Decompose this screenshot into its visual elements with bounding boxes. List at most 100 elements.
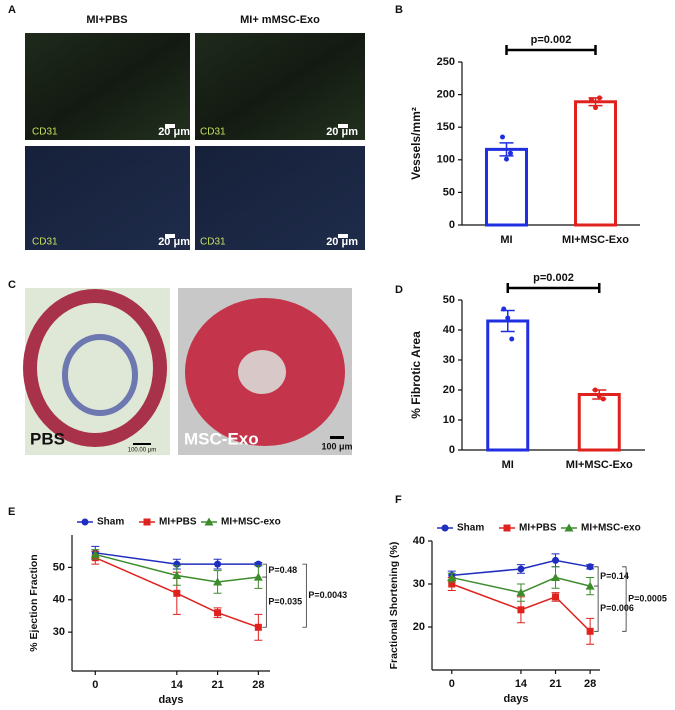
data-point: [501, 306, 507, 312]
annotation: P=0.006: [600, 603, 634, 613]
marker: [441, 524, 449, 532]
y-tick-label: 0: [449, 219, 455, 231]
data-point: [592, 387, 598, 393]
x-tick-label: MI: [500, 234, 512, 246]
y-tick-label: 20: [413, 621, 425, 633]
column-title: MI+ mMSC-Exo: [240, 14, 320, 26]
y-tick-label: 250: [437, 56, 455, 68]
bar: [574, 100, 617, 227]
x-tick-label: 21: [211, 679, 223, 691]
significance-bracket: [594, 566, 599, 587]
y-tick-label: 150: [437, 121, 455, 133]
series-line: [95, 552, 259, 565]
significance-bracket: [594, 585, 599, 632]
y-axis-label: Fractional Shortening (%): [388, 542, 400, 670]
data-point: [509, 336, 515, 342]
data-point: [500, 134, 505, 140]
data-point: [504, 156, 509, 162]
x-tick-label: 28: [252, 679, 264, 691]
y-axis-label: % Fibrotic Area: [409, 331, 423, 419]
scale-label: 20 μm: [158, 126, 190, 138]
panel-letter: C: [8, 279, 16, 291]
marker: [214, 560, 222, 568]
y-tick-label: 40: [443, 324, 455, 336]
significance-bracket: [262, 576, 267, 628]
bar: [486, 319, 530, 452]
marker: [503, 524, 511, 532]
series-line: [451, 583, 591, 632]
panel-c-images: [23, 288, 352, 455]
scale-label: 20 μm: [326, 236, 358, 248]
y-tick-label: 50: [443, 294, 455, 306]
data-point: [505, 315, 511, 321]
y-tick-label: 30: [413, 578, 425, 590]
panel-letter: A: [8, 4, 16, 16]
annotation: P=0.0043: [308, 590, 347, 600]
legend-label: Sham: [97, 517, 124, 528]
y-tick-label: 50: [53, 561, 65, 573]
significance-bracket: [262, 563, 267, 578]
marker: [448, 580, 456, 588]
marker: [517, 565, 525, 573]
x-axis-label: days: [158, 694, 183, 705]
series-line: [94, 556, 259, 628]
x-tick-label: MI: [502, 459, 514, 471]
x-tick-label: 14: [515, 678, 528, 690]
annotation: P=0.48: [268, 565, 297, 575]
data-point: [593, 105, 598, 111]
y-tick-label: 200: [437, 89, 455, 101]
legend-label: MI+PBS: [519, 523, 557, 534]
marker: [516, 588, 526, 597]
y-tick-label: 10: [443, 414, 455, 426]
marker: [585, 581, 595, 590]
marker: [173, 589, 181, 597]
marker: [172, 570, 182, 579]
stain-label: CD31: [200, 237, 226, 248]
annotation: p=0.002: [533, 272, 574, 284]
panel-letter: B: [395, 4, 403, 16]
marker: [586, 627, 594, 635]
x-tick-label: 14: [171, 679, 184, 691]
y-axis-label: Vessels/mm²: [409, 107, 423, 180]
marker: [143, 518, 151, 526]
image-label: MSC-Exo: [184, 429, 259, 448]
marker: [564, 523, 574, 532]
legend-label: MI+MSC-exo: [221, 517, 281, 528]
x-axis-label: days: [503, 693, 528, 705]
marker: [552, 593, 560, 601]
marker: [81, 518, 89, 526]
scale-label: 100 μm: [321, 441, 352, 451]
annotation: P=0.14: [600, 571, 629, 581]
scale-label: 100.00 μm: [128, 448, 156, 454]
y-tick-label: 50: [443, 186, 455, 198]
image-label: PBS: [30, 429, 65, 448]
marker: [254, 623, 262, 631]
marker: [586, 563, 594, 571]
x-tick-label: MI+MSC-Exo: [562, 234, 629, 246]
legend-label: MI+PBS: [159, 517, 197, 528]
series-line: [95, 553, 259, 583]
scale-label: 20 μm: [326, 126, 358, 138]
panel-letter: F: [395, 494, 402, 506]
y-tick-label: 30: [53, 626, 65, 638]
y-tick-label: 0: [449, 444, 455, 456]
y-tick-label: 40: [53, 594, 65, 606]
data-point: [508, 150, 513, 156]
data-point: [600, 396, 606, 402]
y-tick-label: 40: [413, 535, 425, 547]
stain-label: CD31: [32, 127, 58, 138]
bar: [577, 393, 621, 452]
error-bar: [499, 142, 514, 157]
marker: [447, 573, 457, 582]
annotation: P=0.035: [268, 597, 302, 607]
stain-label: CD31: [32, 237, 58, 248]
annotation: p=0.002: [531, 34, 572, 46]
y-tick-label: 30: [443, 354, 455, 366]
legend-label: MI+MSC-exo: [581, 523, 641, 534]
significance-bracket: [506, 283, 601, 293]
x-tick-label: 0: [92, 679, 98, 691]
data-point: [597, 95, 602, 101]
x-tick-label: 21: [549, 678, 561, 690]
y-tick-label: 100: [437, 154, 455, 166]
scale-label: 20 μm: [158, 236, 190, 248]
